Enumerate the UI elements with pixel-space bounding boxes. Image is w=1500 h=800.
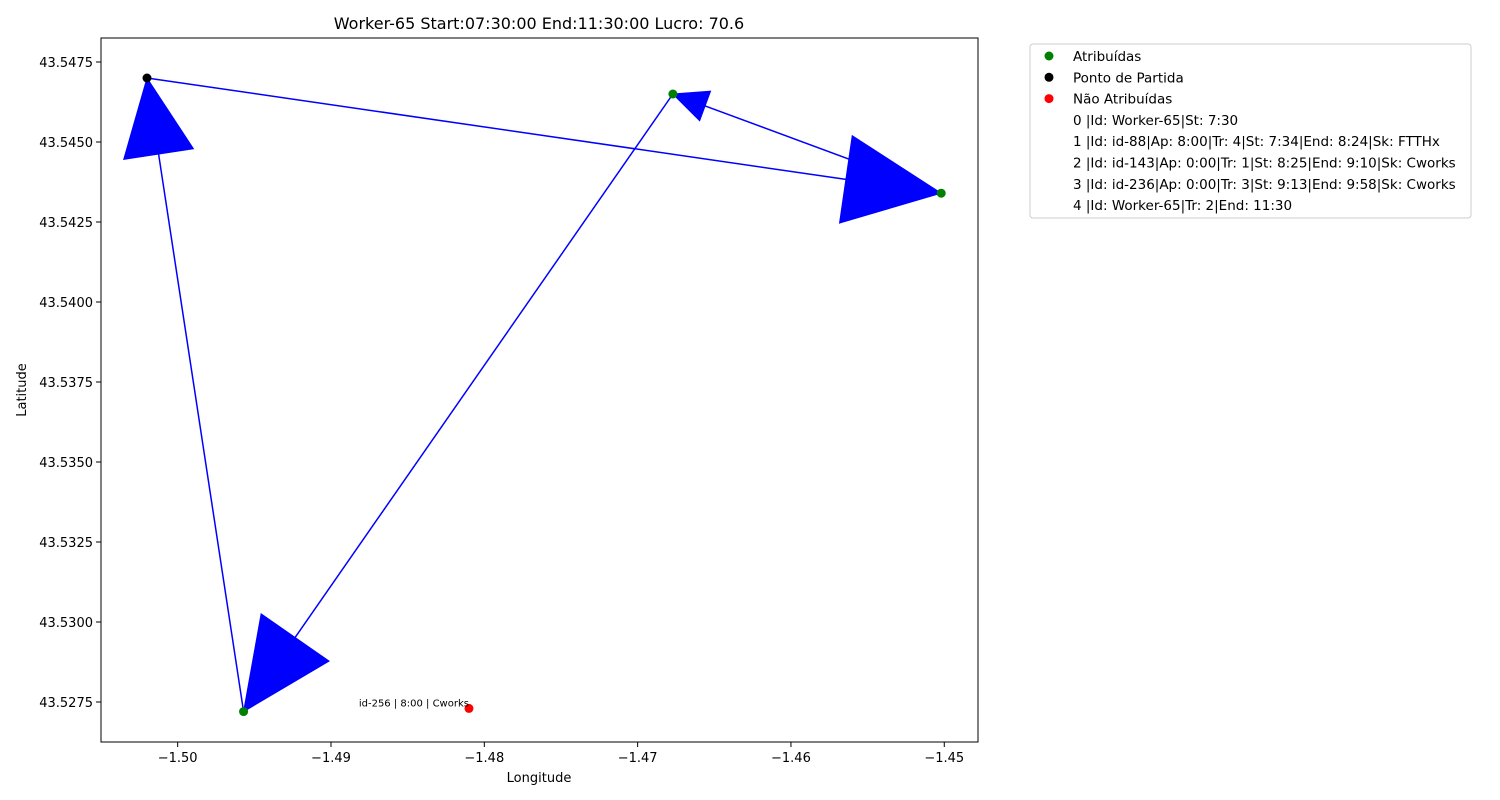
x-tick-label: −1.48 xyxy=(464,751,504,766)
route-arrowhead xyxy=(838,134,943,224)
x-tick-label: −1.45 xyxy=(924,751,964,766)
route-arrowhead xyxy=(242,613,330,713)
point-annotation: id-256 | 8:00 | Cworks xyxy=(359,698,469,709)
route-segment xyxy=(294,93,674,638)
x-axis-ticks: −1.50 −1.49 −1.48 −1.47 −1.46 −1.45 xyxy=(158,742,964,766)
x-tick-label: −1.50 xyxy=(158,751,198,766)
legend-entry: 3 |Id: id-236|Ap: 0:00|Tr: 3|St: 9:13|En… xyxy=(1073,177,1456,193)
data-point xyxy=(239,707,249,717)
data-points xyxy=(142,73,946,717)
y-tick-label: 43.5300 xyxy=(39,616,93,631)
legend: Atribuídas Ponto de Partida Não Atribuídas… xyxy=(1029,43,1472,219)
y-tick-label: 43.5425 xyxy=(39,216,93,231)
legend-entry: 0 |Id: Worker-65|St: 7:30 xyxy=(1073,113,1238,129)
plot-area xyxy=(100,37,979,743)
x-tick-label: −1.49 xyxy=(311,751,351,766)
legend-marker xyxy=(1044,72,1054,82)
legend-entry: 2 |Id: id-143|Ap: 0:00|Tr: 1|St: 8:25|En… xyxy=(1073,156,1456,172)
legend-marker xyxy=(1044,94,1054,104)
y-axis-ticks: 43.5275 43.5300 43.5325 43.5350 43.5375 43.54… xyxy=(39,56,101,711)
y-axis-label: Latitude xyxy=(15,363,30,417)
legend-entry: 4 |Id: Worker-65|Tr: 2|End: 11:30 xyxy=(1073,198,1292,214)
y-tick-label: 43.5350 xyxy=(39,456,93,471)
data-point xyxy=(936,188,946,198)
route-arrows xyxy=(123,76,943,713)
data-point xyxy=(142,73,152,83)
data-point xyxy=(668,89,678,99)
route-arrowhead xyxy=(671,90,712,122)
x-axis-label: Longitude xyxy=(507,771,572,786)
y-tick-label: 43.5450 xyxy=(39,136,93,151)
legend-entry: Não Atribuídas xyxy=(1073,92,1172,108)
chart-title: Worker-65 Start:07:30:00 End:11:30:00 Lu… xyxy=(334,14,744,33)
legend-entry: Atribuídas xyxy=(1073,49,1141,65)
route-segment xyxy=(146,77,847,181)
y-tick-label: 43.5475 xyxy=(39,56,93,71)
legend-entry: Ponto de Partida xyxy=(1073,70,1184,86)
y-tick-label: 43.5325 xyxy=(39,536,93,551)
y-tick-label: 43.5275 xyxy=(39,696,93,711)
x-tick-label: −1.47 xyxy=(618,751,658,766)
data-point xyxy=(464,703,474,713)
legend-box xyxy=(1029,43,1472,219)
x-tick-label: −1.46 xyxy=(771,751,811,766)
legend-entry: 1 |Id: id-88|Ap: 8:00|Tr: 4|St: 7:34|End… xyxy=(1073,134,1440,150)
route-arrowhead xyxy=(123,76,195,160)
annotations: id-256 | 8:00 | Cworks xyxy=(359,698,469,709)
y-tick-label: 43.5375 xyxy=(39,376,93,391)
y-tick-label: 43.5400 xyxy=(39,296,93,311)
legend-marker xyxy=(1044,51,1054,61)
route-segment xyxy=(157,153,245,712)
route-segment xyxy=(704,105,942,194)
